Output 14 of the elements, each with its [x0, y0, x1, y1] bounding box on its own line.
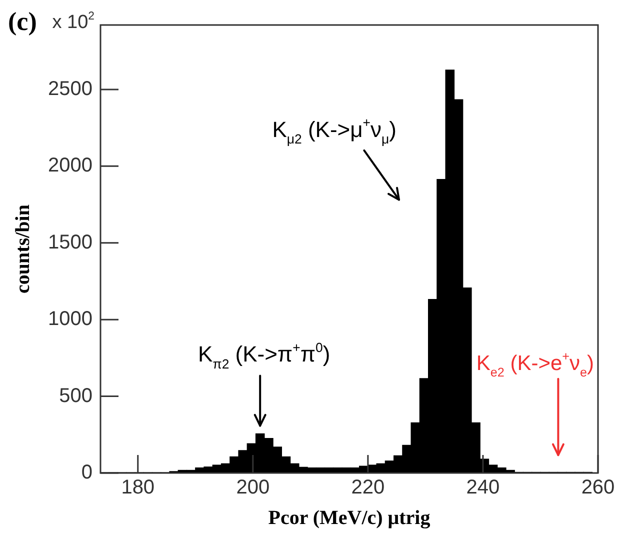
y-axis-title: counts/bin [12, 204, 34, 294]
x-tick-label: 240 [466, 476, 500, 499]
x-tick-label: 220 [351, 476, 385, 499]
y-tick-label: 1500 [48, 231, 92, 254]
x-tick-label: 200 [236, 476, 270, 499]
y-tick-label: 1000 [48, 308, 92, 330]
text: (c) [8, 7, 37, 36]
y-tick-label: 500 [59, 384, 92, 407]
x-tick-label: 260 [581, 476, 615, 499]
x-tick-label: 180 [121, 476, 155, 499]
y-tick-label: 2000 [48, 154, 92, 177]
x-axis-title: Pcor (MeV/c) μtrig [268, 507, 430, 530]
y-tick-label: 0 [81, 462, 92, 484]
y-tick-label: 2500 [48, 78, 92, 100]
